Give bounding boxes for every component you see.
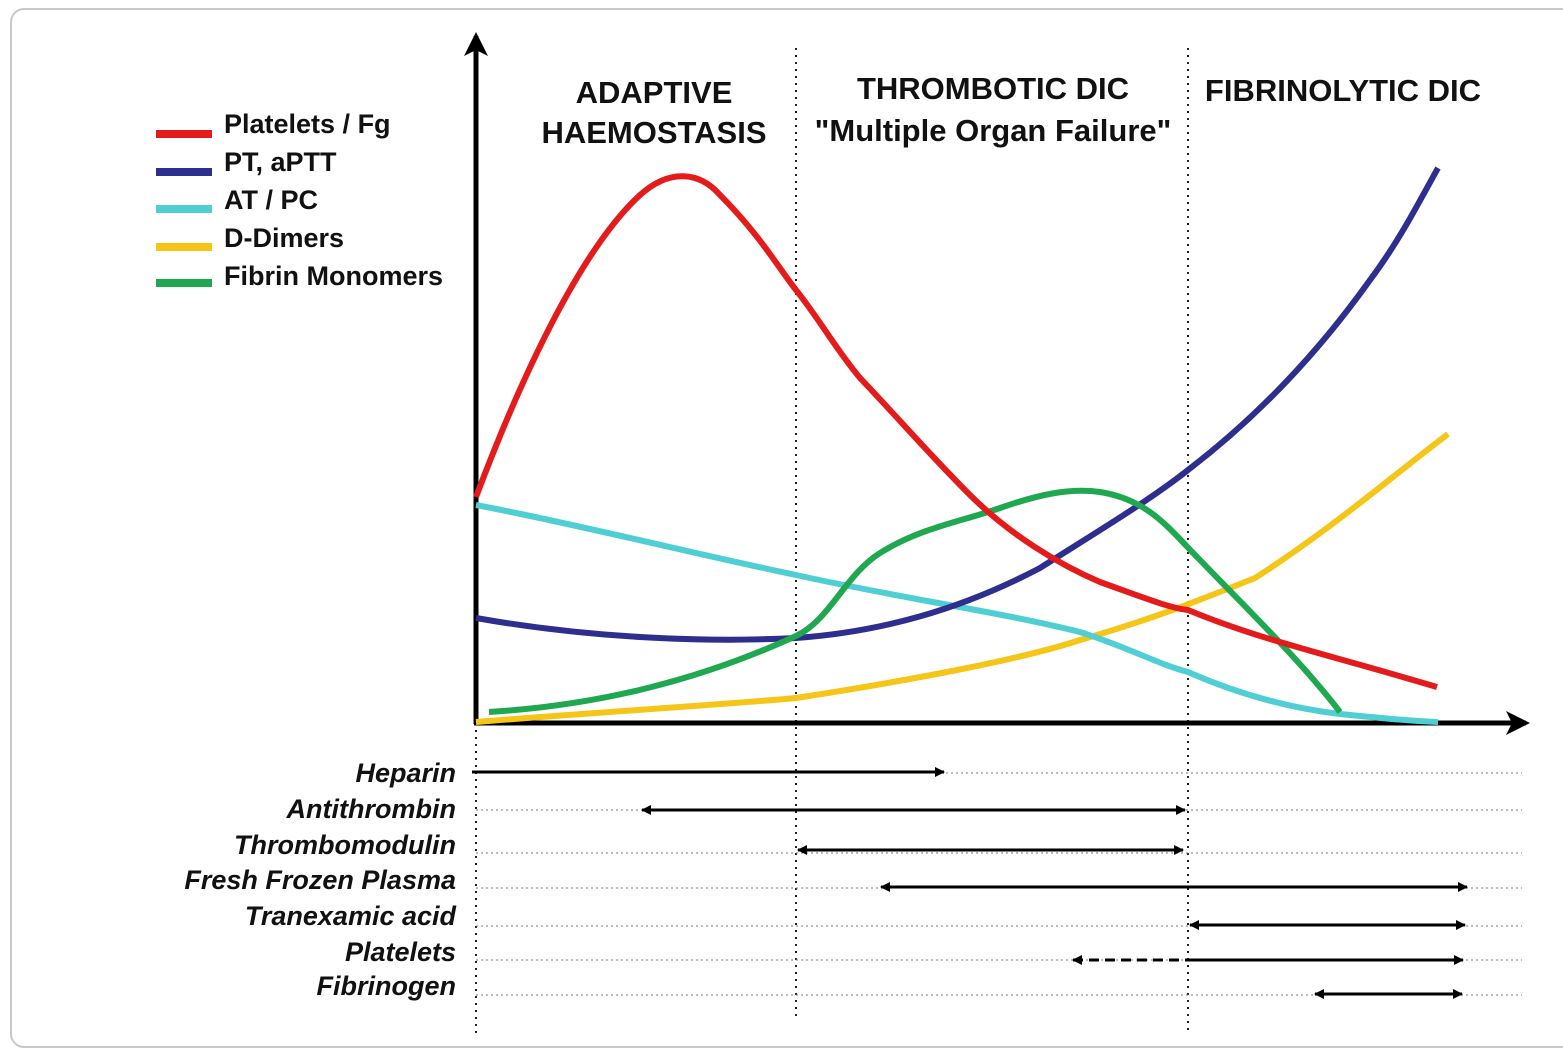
therapy-label-antithrombin: Antithrombin — [286, 794, 456, 824]
therapy-label-heparin: Heparin — [355, 758, 456, 788]
therapy-label-platelets: Platelets — [345, 937, 456, 967]
legend-label-fibrin-monomers: Fibrin Monomers — [224, 261, 443, 291]
therapy-label-tranexamic: Tranexamic acid — [245, 901, 457, 931]
phase-adaptive-line2: HAEMOSTASIS — [541, 115, 766, 150]
curve-platelets-fg — [473, 173, 1438, 690]
therapy-labels: Heparin Antithrombin Thrombomodulin Fres… — [184, 758, 456, 1001]
legend-label-d-dimers: D-Dimers — [224, 223, 344, 253]
curve-pt-aptt — [475, 166, 1441, 643]
phase-adaptive-line1: ADAPTIVE — [576, 75, 733, 110]
therapy-label-thrombomodulin: Thrombomodulin — [234, 830, 456, 860]
legend: Platelets / Fg PT, aPTT AT / PC D-Dimers… — [156, 109, 443, 291]
phase-fibrinolytic-line1: FIBRINOLYTIC DIC — [1205, 73, 1481, 108]
legend-label-at-pc: AT / PC — [224, 185, 318, 215]
phase-thrombotic-line2: "Multiple Organ Failure" — [815, 113, 1172, 148]
legend-label-pt-aptt: PT, aPTT — [224, 147, 337, 177]
curve-at-pc — [475, 502, 1439, 725]
therapy-label-ffp: Fresh Frozen Plasma — [184, 865, 456, 895]
legend-label-platelets-fg: Platelets / Fg — [224, 109, 391, 139]
curve-d-dimers — [475, 431, 1450, 725]
therapy-label-fibrinogen: Fibrinogen — [317, 971, 456, 1001]
therapy-guide-lines — [476, 772, 1522, 996]
phase-thrombotic-line1: THROMBOTIC DIC — [857, 71, 1129, 106]
